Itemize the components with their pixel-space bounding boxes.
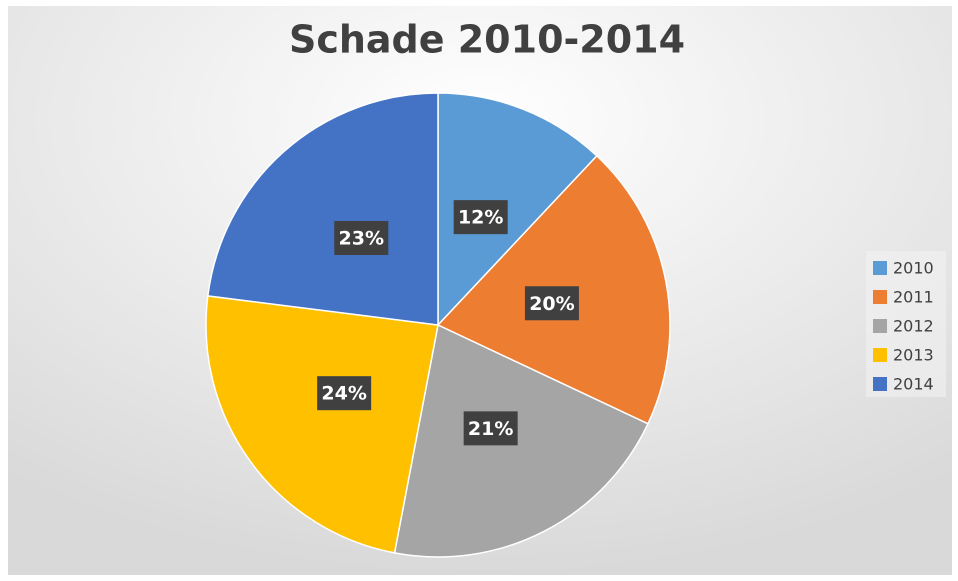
legend-swatch	[873, 377, 887, 391]
data-label: 23%	[339, 227, 384, 249]
legend-label: 2013	[893, 346, 934, 365]
legend-swatch	[873, 319, 887, 333]
data-label-box	[453, 200, 508, 235]
legend-label: 2012	[893, 317, 934, 336]
pie-slice	[206, 92, 439, 326]
data-label: 24%	[321, 383, 366, 405]
pie-slice	[393, 323, 649, 558]
legend-label: 2011	[893, 288, 934, 307]
pie-slice	[205, 295, 439, 554]
legend-swatch	[873, 261, 887, 275]
data-label-box	[317, 376, 372, 411]
data-label: 20%	[529, 293, 574, 315]
data-label-box	[524, 286, 579, 321]
pie-slice	[437, 92, 598, 327]
data-label-box	[463, 411, 518, 446]
legend-label: 2014	[893, 375, 934, 394]
data-label-box	[334, 220, 389, 255]
legend-swatch	[873, 290, 887, 304]
legend-label: 2010	[893, 259, 934, 278]
legend-swatch	[873, 348, 887, 362]
chart-title: Schade 2010-2014	[289, 18, 685, 62]
data-label: 21%	[468, 418, 513, 440]
data-label: 12%	[458, 207, 503, 229]
